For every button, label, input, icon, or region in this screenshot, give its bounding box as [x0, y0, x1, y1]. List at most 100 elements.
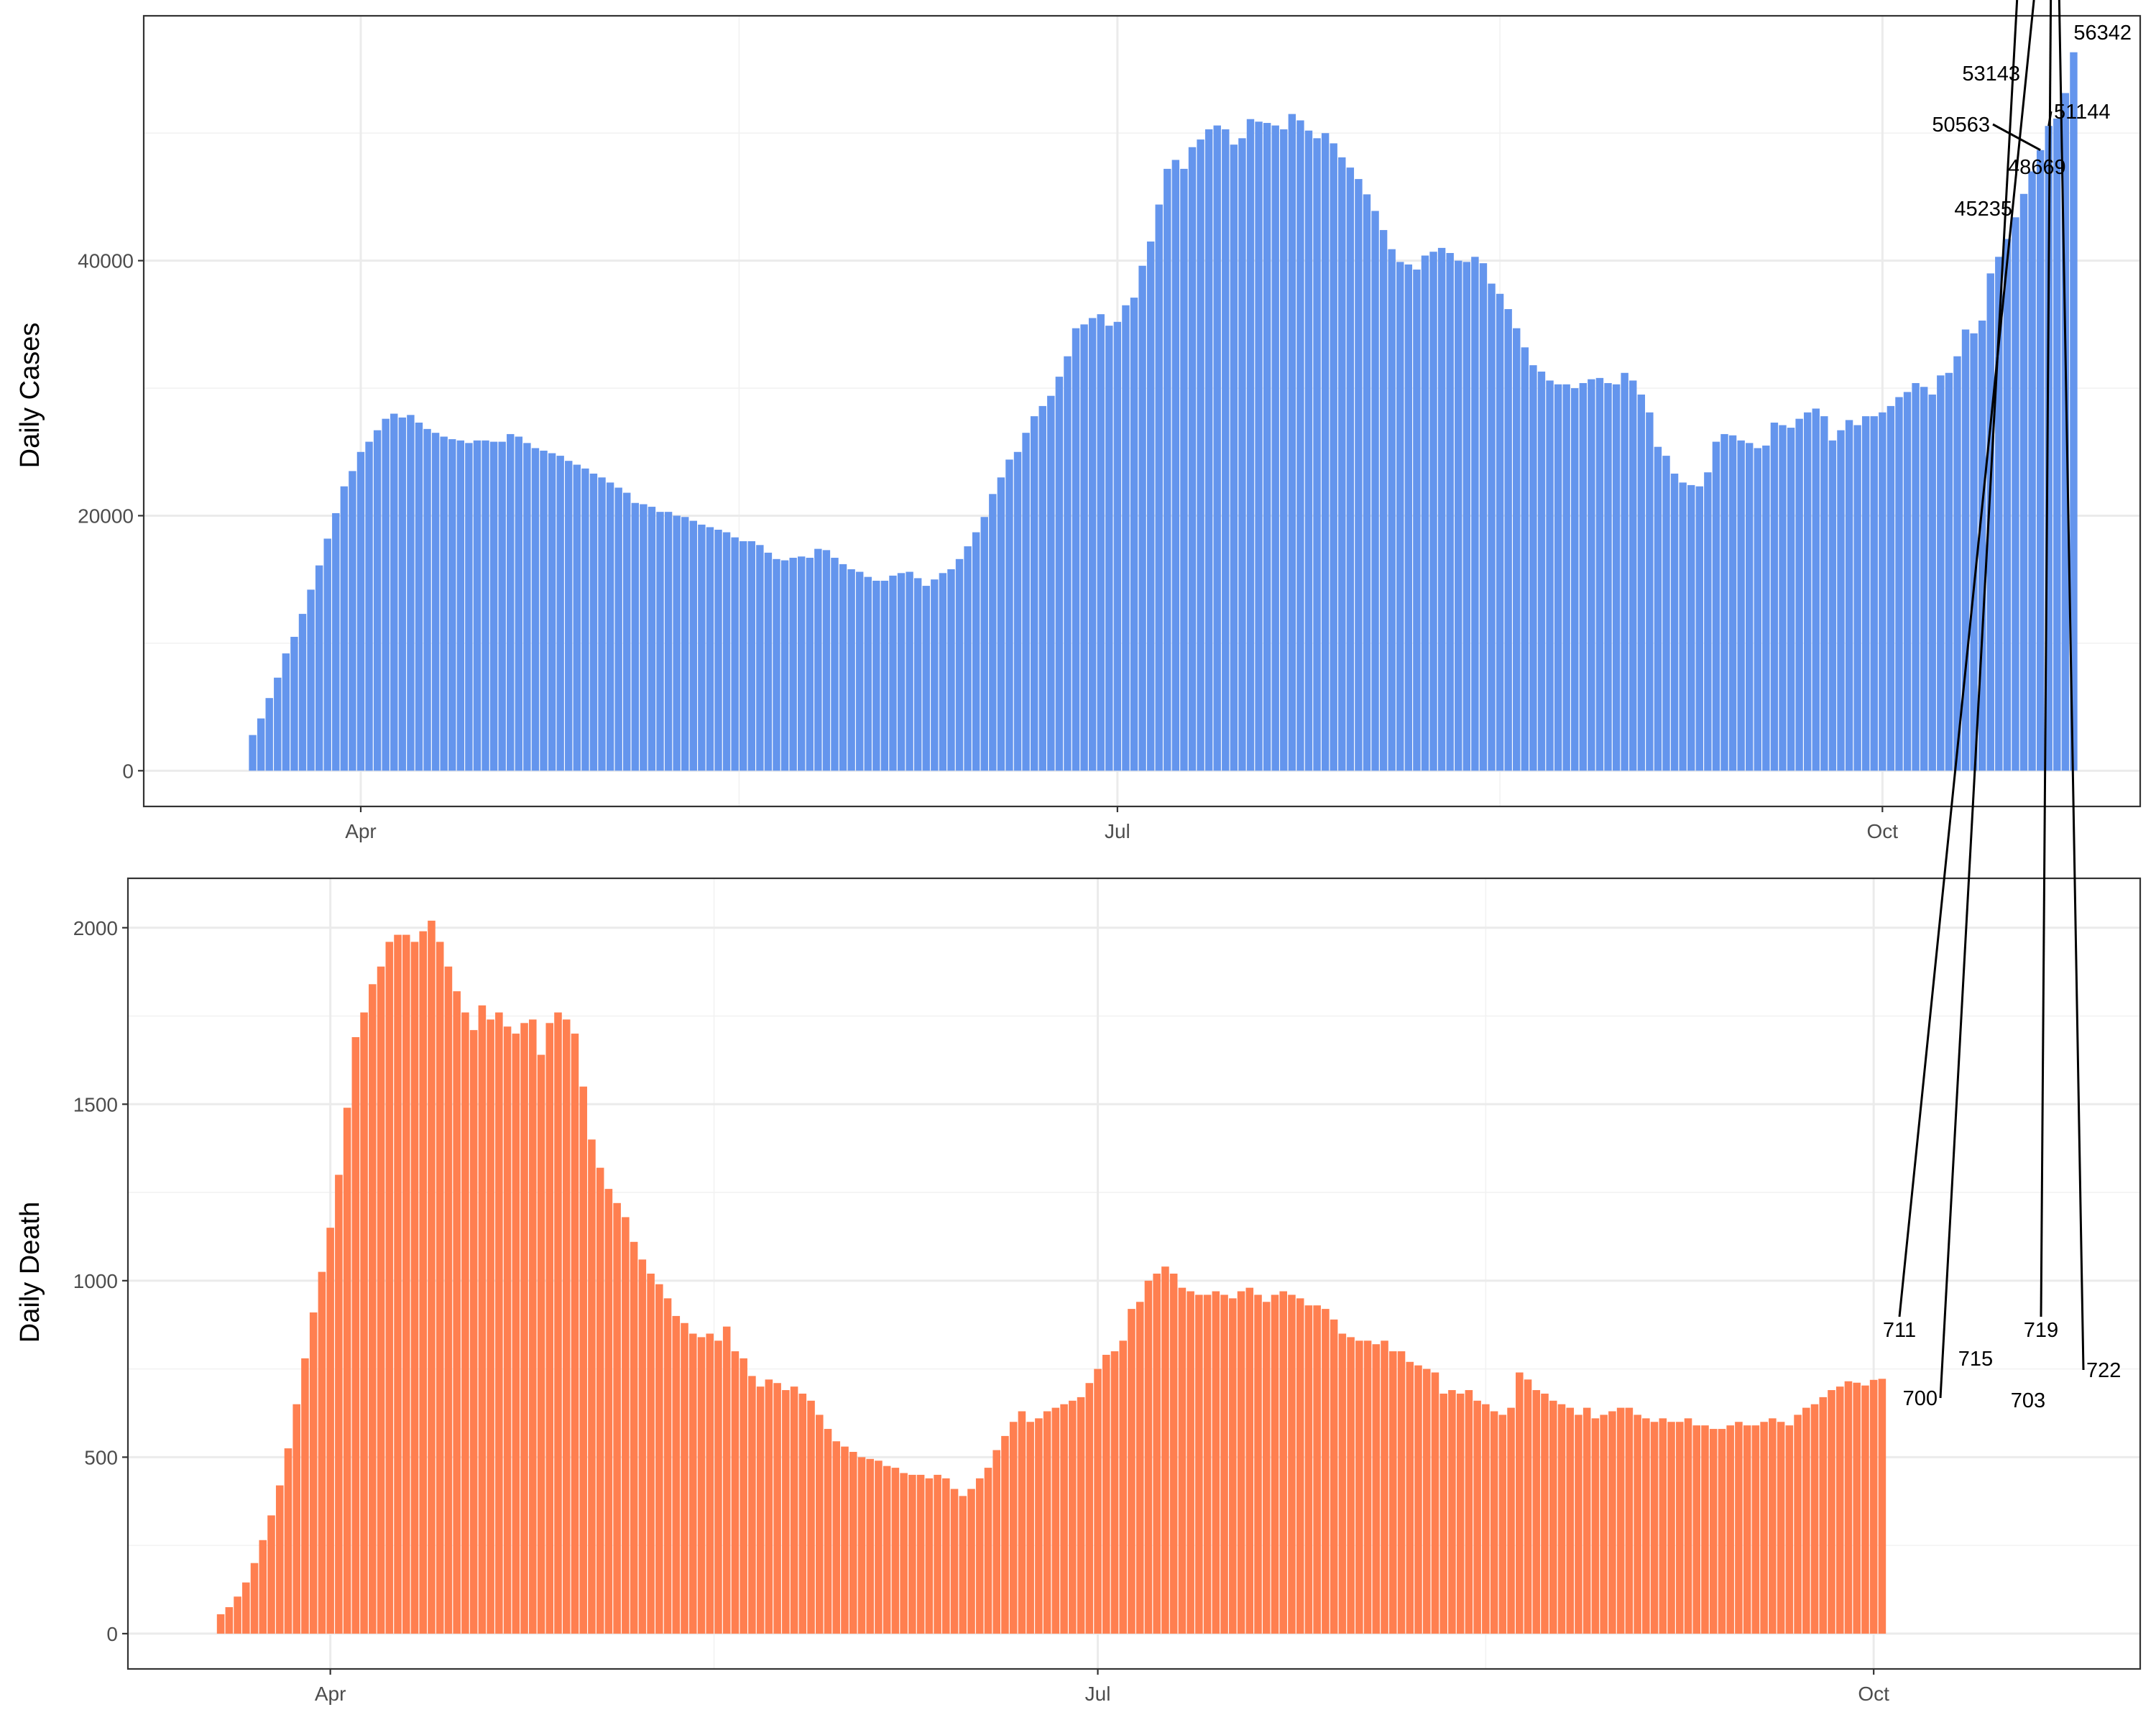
deaths-bar: [571, 1034, 579, 1634]
deaths-bar: [959, 1496, 967, 1634]
cases-bar: [922, 586, 930, 771]
cases-bar: [1271, 125, 1279, 771]
deaths-bar: [731, 1351, 740, 1634]
deaths-bar: [1532, 1390, 1541, 1634]
deaths-bar: [1279, 1291, 1287, 1634]
cases-bar: [1355, 179, 1363, 771]
cases-bar: [1787, 428, 1795, 771]
cases-bar: [1945, 372, 1953, 771]
deaths-bar: [1473, 1400, 1481, 1634]
cases-bar: [972, 532, 980, 771]
cases-bar: [1164, 168, 1171, 771]
cases-bar: [806, 558, 814, 771]
cases-bar: [1579, 382, 1588, 771]
deaths-bar: [385, 942, 394, 1634]
cases-bar: [664, 512, 673, 771]
cases-bar: [540, 451, 548, 771]
cases-bar: [1280, 129, 1288, 771]
cases-bar: [1853, 425, 1861, 771]
deaths-data-label: 722: [2086, 1359, 2121, 1382]
deaths-bar: [377, 966, 385, 1634]
cases-annotation-leader: [1992, 123, 2041, 152]
cases-bar: [456, 440, 465, 771]
cases-bar: [589, 473, 598, 771]
cases-bar: [2036, 150, 2045, 771]
deaths-bar: [934, 1474, 941, 1634]
cases-bar: [1404, 264, 1413, 771]
cases-bar: [515, 436, 523, 771]
cases-bar: [1462, 262, 1471, 771]
cases-bar: [939, 573, 947, 771]
deaths-bar: [1262, 1302, 1271, 1634]
deaths-y-axis-label: Daily Death: [15, 1202, 45, 1343]
deaths-bar: [596, 1167, 604, 1634]
cases-bar: [1762, 445, 1770, 771]
cases-bar: [1379, 230, 1388, 771]
cases-y-tick-label: 40000: [78, 250, 134, 272]
cases-bar: [1113, 321, 1122, 771]
deaths-bar: [1769, 1418, 1777, 1634]
cases-bar: [1330, 143, 1337, 771]
cases-bar: [880, 580, 889, 771]
deaths-bar: [1844, 1381, 1853, 1634]
cases-bar: [2061, 93, 2070, 771]
cases-bar: [1879, 412, 1886, 771]
deaths-bar: [579, 1086, 587, 1634]
cases-bar: [1088, 318, 1097, 771]
deaths-bar: [1549, 1400, 1557, 1634]
deaths-bar: [309, 1312, 318, 1634]
deaths-bar: [1751, 1425, 1760, 1634]
cases-bar: [1338, 157, 1346, 771]
deaths-bar: [630, 1241, 638, 1634]
cases-bar: [265, 698, 273, 771]
deaths-bar: [622, 1217, 630, 1634]
deaths-bar: [250, 1563, 259, 1634]
deaths-bar: [1642, 1418, 1650, 1634]
deaths-bar: [1718, 1429, 1726, 1634]
deaths-bar: [1541, 1393, 1549, 1634]
deaths-bar: [1085, 1383, 1094, 1634]
cases-bar: [473, 440, 482, 771]
deaths-bar: [748, 1376, 756, 1634]
cases-bar: [1588, 379, 1595, 771]
cases-bar: [673, 515, 681, 771]
cases-bar: [1961, 329, 1970, 771]
cases-bar: [747, 540, 755, 771]
cases-bar: [548, 453, 556, 771]
cases-bar: [1363, 194, 1371, 771]
deaths-bar: [1591, 1418, 1600, 1634]
deaths-bar: [453, 991, 461, 1634]
deaths-bar: [1498, 1414, 1507, 1634]
deaths-bar: [545, 1023, 554, 1634]
cases-bar: [1047, 395, 1055, 771]
deaths-bar: [301, 1358, 309, 1634]
deaths-bar: [1363, 1340, 1372, 1634]
deaths-bar: [1110, 1351, 1119, 1634]
deaths-bar: [967, 1489, 975, 1634]
cases-bar: [1080, 324, 1088, 771]
cases-bar: [906, 571, 913, 771]
cases-bar: [648, 507, 656, 771]
cases-bar: [581, 468, 589, 771]
deaths-bar: [1245, 1287, 1254, 1634]
cases-bar: [1171, 160, 1180, 771]
cases-bar: [1529, 365, 1537, 771]
deaths-x-tick-label: Jul: [1085, 1683, 1111, 1705]
cases-bar: [1629, 380, 1637, 771]
deaths-bar: [1667, 1422, 1675, 1634]
cases-bar: [822, 550, 831, 771]
cases-bar: [2019, 193, 2028, 771]
deaths-annotation-leader: [2058, 0, 2085, 1371]
cases-bar: [1754, 448, 1761, 771]
cases-bar: [1479, 263, 1488, 771]
deaths-bar: [1431, 1372, 1439, 1634]
deaths-bar: [436, 942, 444, 1634]
deaths-bar: [807, 1400, 815, 1634]
deaths-bar: [1381, 1340, 1388, 1634]
deaths-bar: [343, 1108, 351, 1634]
cases-bar: [1455, 260, 1462, 771]
deaths-bar: [419, 931, 428, 1634]
cases-panel: 0 20000 40000 Apr Jul Oct 56342 53143 51144 50563…: [78, 14, 2142, 842]
cases-bar: [2045, 126, 2053, 771]
deaths-bar: [1187, 1291, 1194, 1634]
